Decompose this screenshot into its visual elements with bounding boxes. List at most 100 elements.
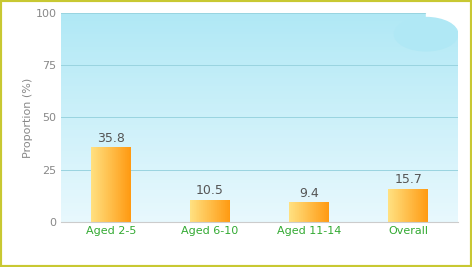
Bar (61, 117, 458, 120)
Bar (61, 146, 458, 149)
Bar (98, 147, 99, 222)
Circle shape (395, 18, 458, 51)
Bar (391, 189, 392, 222)
Bar (390, 189, 391, 222)
Bar (427, 189, 428, 222)
Bar (61, 94, 458, 97)
Bar (61, 138, 458, 141)
Bar (421, 189, 422, 222)
Bar (61, 91, 458, 94)
Text: 9.4: 9.4 (299, 187, 319, 199)
Bar (290, 202, 291, 222)
Bar (227, 200, 228, 222)
Bar (314, 202, 315, 222)
Bar (61, 37, 458, 39)
Y-axis label: Proportion (%): Proportion (%) (23, 77, 33, 158)
Bar (216, 200, 217, 222)
Bar (117, 147, 118, 222)
Bar (325, 202, 326, 222)
Bar (61, 131, 458, 133)
Bar (191, 200, 192, 222)
Bar (126, 147, 127, 222)
Bar (425, 189, 426, 222)
Bar (322, 202, 323, 222)
Bar (315, 202, 316, 222)
Bar (61, 24, 458, 26)
Bar (61, 84, 458, 86)
Bar (61, 115, 458, 117)
Bar (96, 147, 97, 222)
Bar (411, 189, 412, 222)
Bar (416, 189, 417, 222)
Bar (61, 76, 458, 78)
Bar (61, 120, 458, 123)
Bar (61, 216, 458, 219)
Bar (61, 60, 458, 63)
Bar (213, 200, 214, 222)
Bar (192, 200, 193, 222)
Text: 10.5: 10.5 (196, 184, 224, 197)
Bar (413, 189, 414, 222)
Bar (61, 107, 458, 110)
Bar (289, 202, 290, 222)
Bar (203, 200, 204, 222)
Bar (61, 133, 458, 136)
Bar (61, 50, 458, 52)
Bar (291, 202, 292, 222)
Bar (61, 185, 458, 188)
Bar (395, 189, 396, 222)
Bar (61, 42, 458, 45)
Bar (407, 189, 408, 222)
Bar (115, 147, 116, 222)
Bar (61, 26, 458, 29)
Bar (200, 200, 201, 222)
Bar (61, 78, 458, 81)
Bar (298, 202, 299, 222)
Bar (223, 200, 224, 222)
Bar (405, 189, 406, 222)
Bar (113, 147, 114, 222)
Bar (61, 175, 458, 177)
Bar (112, 147, 113, 222)
Bar (306, 202, 307, 222)
Bar (61, 167, 458, 170)
Bar (195, 200, 196, 222)
Bar (311, 202, 312, 222)
Bar (219, 200, 220, 222)
Bar (129, 147, 130, 222)
Bar (224, 200, 225, 222)
Bar (229, 200, 230, 222)
Bar (97, 147, 98, 222)
Bar (122, 147, 123, 222)
Bar (101, 147, 102, 222)
Bar (61, 16, 458, 19)
Bar (415, 189, 416, 222)
Bar (398, 189, 399, 222)
Bar (318, 202, 319, 222)
Bar (198, 200, 199, 222)
Bar (220, 200, 221, 222)
Bar (93, 147, 94, 222)
Bar (94, 147, 95, 222)
Bar (61, 55, 458, 58)
Bar (61, 39, 458, 42)
Bar (61, 32, 458, 34)
Bar (61, 68, 458, 70)
Bar (412, 189, 413, 222)
Bar (193, 200, 194, 222)
Bar (61, 172, 458, 175)
Bar (304, 202, 305, 222)
Bar (303, 202, 304, 222)
Bar (61, 203, 458, 206)
Bar (402, 189, 403, 222)
Bar (228, 200, 229, 222)
Bar (61, 19, 458, 21)
Bar (399, 189, 400, 222)
Bar (404, 189, 405, 222)
Bar (225, 200, 226, 222)
Bar (61, 149, 458, 151)
Bar (214, 200, 215, 222)
Bar (327, 202, 328, 222)
Bar (128, 147, 129, 222)
Bar (92, 147, 93, 222)
